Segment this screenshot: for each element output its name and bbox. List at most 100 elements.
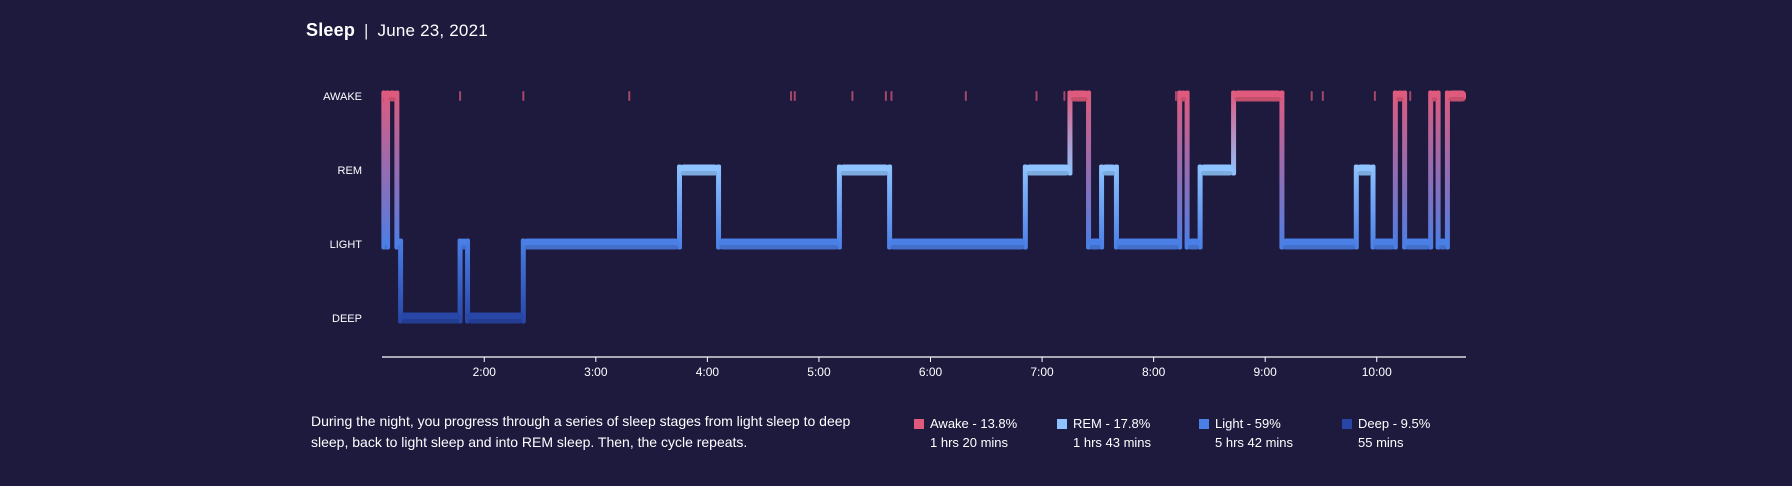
x-tick-label: 4:00 <box>696 365 720 379</box>
stage-segment-shade <box>1188 245 1200 250</box>
stage-transition <box>1444 90 1450 250</box>
legend-item-rem: REM - 17.8% 1 hrs 43 mins <box>1057 414 1151 452</box>
brief-awakening-mark <box>1063 91 1066 101</box>
stage-label-deep: DEEP <box>332 313 362 325</box>
stage-transition <box>1197 164 1203 250</box>
stage-segment-shade <box>1439 245 1447 250</box>
x-tick-label: 2:00 <box>473 365 497 379</box>
x-tick-label: 8:00 <box>1142 365 1166 379</box>
stage-transition <box>1428 90 1434 250</box>
stage-segment-shade <box>1026 171 1069 176</box>
stage-segment-light <box>1187 238 1201 250</box>
stage-transition <box>1392 90 1398 250</box>
stage-segment-shade <box>1431 97 1438 102</box>
brief-awakening-mark <box>628 91 631 101</box>
brief-awakening-mark <box>1174 91 1177 101</box>
stage-segment-light <box>460 238 468 250</box>
stage-segment-shade <box>524 245 679 250</box>
stage-segment-shade <box>397 245 400 250</box>
chart-header: Sleep | June 23, 2021 <box>306 20 488 41</box>
stage-transition <box>457 238 463 324</box>
stage-segment-shade <box>384 245 387 250</box>
legend-label-deep: Deep - 9.5% <box>1358 416 1431 431</box>
stage-segment-deep <box>467 312 524 324</box>
legend-swatch-rem <box>1057 419 1067 429</box>
stage-segment-awake <box>1430 90 1439 102</box>
stage-label-awake: AWAKE <box>323 91 362 103</box>
stage-segment-rem <box>1356 164 1374 176</box>
stage-segment-shade <box>1180 97 1187 102</box>
stage-segment-rem <box>839 164 890 176</box>
legend-label-rem: REM - 17.8% <box>1073 416 1151 431</box>
stage-segment-light <box>1373 238 1396 250</box>
brief-awakening-mark <box>459 91 462 101</box>
legend-item-awake: Awake - 13.8% 1 hrs 20 mins <box>914 414 1017 452</box>
stage-transition <box>1099 164 1105 250</box>
stage-segment-light <box>1438 238 1448 250</box>
stage-segment-light <box>718 238 840 250</box>
stage-segment-light <box>1281 238 1357 250</box>
stage-segment-awake <box>1395 90 1405 102</box>
brief-awakening-mark <box>851 91 854 101</box>
legend-duration-deep: 55 mins <box>1358 435 1404 450</box>
stage-transition <box>394 90 400 250</box>
stage-segment-shade <box>1201 171 1233 176</box>
sleep-description: During the night, you progress through a… <box>311 413 851 450</box>
stage-transition <box>398 238 404 324</box>
stage-segment-deep <box>400 312 461 324</box>
stage-transition <box>385 90 391 250</box>
legend-item-light: Light - 59% 5 hrs 42 mins <box>1199 414 1293 452</box>
stage-segment-shade <box>1089 245 1101 250</box>
stage-transition <box>676 164 682 250</box>
stage-segment-shade <box>1374 245 1395 250</box>
stage-segment-shade <box>719 245 839 250</box>
stage-segment-shade <box>1282 245 1356 250</box>
stage-segment-shade <box>388 97 396 102</box>
stage-segment-rem <box>1025 164 1070 176</box>
brief-awakening-mark <box>522 91 525 101</box>
title-separator: | <box>363 21 369 40</box>
stage-segment-shade <box>461 245 467 250</box>
stage-segment-awake <box>1447 90 1466 102</box>
legend-duration-awake: 1 hrs 20 mins <box>930 435 1009 450</box>
legend-label-awake: Awake - 13.8% <box>930 416 1018 431</box>
legend-label-light: Light - 59% <box>1215 416 1281 431</box>
brief-awakening-mark <box>1310 91 1313 101</box>
brief-awakening-mark <box>890 91 893 101</box>
stage-segment-rem <box>1200 164 1234 176</box>
brief-awakening-mark <box>1321 91 1324 101</box>
brief-awakening-mark <box>1409 91 1412 101</box>
stage-transition <box>465 238 471 324</box>
stage-segment-light <box>1116 238 1180 250</box>
stage-segment-light <box>1404 238 1431 250</box>
x-tick-label: 3:00 <box>584 365 608 379</box>
brief-awakening-mark <box>1035 91 1038 101</box>
stage-transition <box>836 164 842 250</box>
chart-title: Sleep <box>306 20 356 40</box>
stage-transition <box>887 164 893 250</box>
stage-segment-shade <box>1234 97 1281 102</box>
stage-transition <box>1353 164 1359 250</box>
stage-transition <box>1279 90 1285 250</box>
stage-segment-awake <box>387 90 397 102</box>
stage-segment-shade <box>1396 97 1404 102</box>
stage-transition <box>1022 164 1028 250</box>
legend-duration-light: 5 hrs 42 mins <box>1215 435 1294 450</box>
stage-transition <box>1435 90 1441 250</box>
stage-segment-shade <box>1405 245 1430 250</box>
stage-label-rem: REM <box>338 165 362 177</box>
stage-segment-awake <box>1179 90 1188 102</box>
sleep-stages-chart: AWAKE REM LIGHT DEEP 2:00 3:00 4:00 5:00 6:00 7:0… <box>323 90 1466 379</box>
legend-swatch-deep <box>1342 419 1352 429</box>
stage-transition <box>1177 90 1183 250</box>
stage-segment-light <box>396 238 401 250</box>
x-tick-label: 7:00 <box>1030 365 1054 379</box>
stage-segment-shade <box>890 245 1025 250</box>
stage-transition <box>1086 90 1092 250</box>
stage-segment-awake <box>1233 90 1282 102</box>
stage-transition <box>520 238 526 324</box>
stage-segment-awake <box>382 90 385 102</box>
stage-transition <box>1184 90 1190 250</box>
stage-segment-shade <box>383 97 384 102</box>
stage-segment-shade <box>401 319 460 324</box>
